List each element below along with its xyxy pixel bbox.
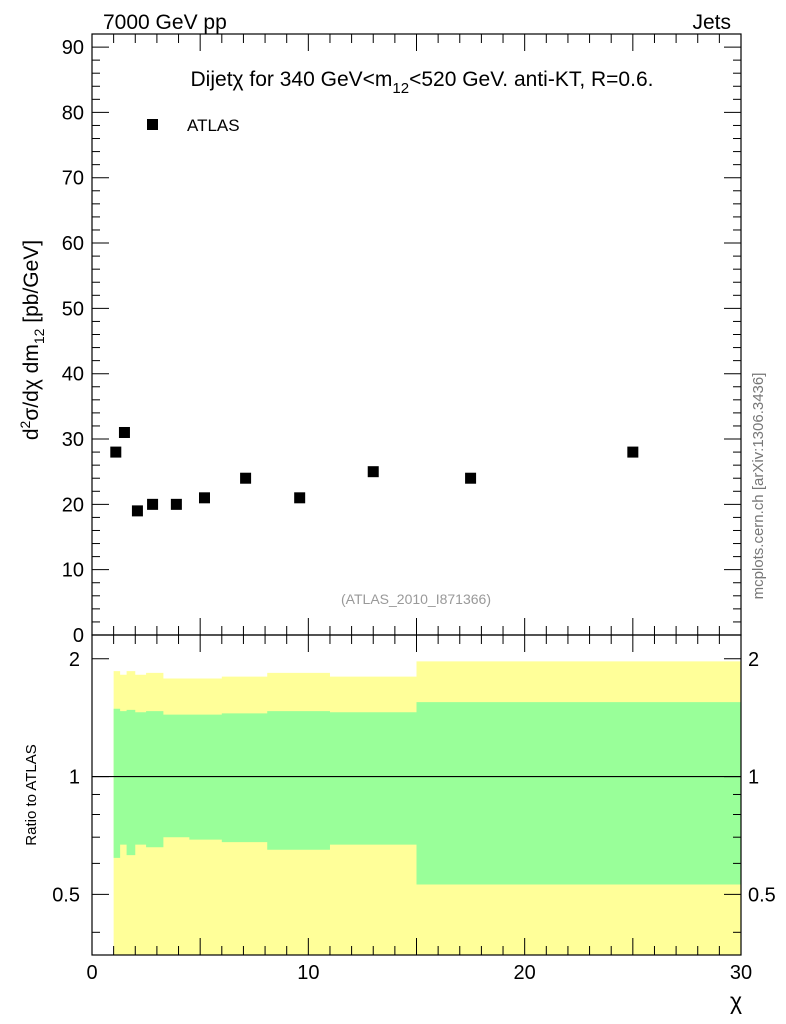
main-ticks: 0 10 20 30 40 50 60 70 80 90 (62, 33, 742, 647)
data-point (465, 472, 477, 484)
main-ylabel-c: [pb/GeV] (20, 240, 43, 329)
x-tick-label: 30 (730, 962, 752, 984)
ratio-ticks: 0.5 0.51 12 20 10 20 30 (52, 635, 776, 984)
data-point (198, 492, 210, 504)
data-point (627, 446, 639, 458)
main-ylabel-sup: 2 (17, 420, 33, 428)
data-point (131, 505, 143, 517)
ratio-ytick-label-right: 2 (748, 649, 759, 671)
analysis-label: (ATLAS_2010_I871366) (341, 591, 491, 607)
ratio-frame (91, 634, 742, 956)
ratio-ytick-label-left: 1 (69, 767, 80, 789)
plot-title-sub: 12 (392, 80, 409, 97)
plot-title-chi: χ (233, 68, 244, 91)
header-left: 7000 GeV pp (103, 11, 227, 34)
ratio-ytick-label-left: 2 (69, 649, 80, 671)
main-ylabel-a: d (20, 428, 43, 440)
ratio-band-inner (113, 702, 742, 885)
ratio-bands (113, 661, 742, 955)
data-point (118, 426, 130, 438)
plot-title-pre: for 340 GeV<m (244, 68, 393, 91)
data-point (294, 492, 306, 504)
x-tick-label: 0 (86, 962, 97, 984)
plot-title: Dijetχ for 340 GeV<m12<520 GeV. anti-KT,… (191, 68, 654, 97)
main-ytick-label: 50 (62, 298, 84, 320)
main-ytick-label: 10 (62, 560, 84, 582)
main-ylabel-b: σ/dχ dm (20, 344, 43, 421)
side-watermark: mcplots.cern.ch [arXiv:1306.3436] (750, 373, 767, 600)
data-point (110, 446, 122, 458)
main-ytick-label: 20 (62, 494, 84, 516)
main-ytick-label: 90 (62, 37, 84, 59)
x-tick-label: 20 (514, 962, 536, 984)
plot-title-post: <520 GeV. anti-KT, R=0.6. (409, 68, 653, 91)
ratio-panel: 0.5 0.51 12 20 10 20 30 Ratio to ATLAS χ (23, 634, 776, 1014)
ratio-ytick-label-right: 1 (748, 767, 759, 789)
main-ytick-label: 70 (62, 168, 84, 190)
main-ylabel: d2σ/dχ dm12 [pb/GeV] (17, 240, 47, 440)
main-ytick-label: 0 (73, 625, 84, 647)
legend-label-atlas: ATLAS (187, 116, 240, 135)
main-panel: 0 10 20 30 40 50 60 70 80 90 Dijetχ for 340 GeV<m… (17, 33, 742, 647)
main-ytick-label: 60 (62, 233, 84, 255)
header-right: Jets (692, 11, 731, 34)
data-point (147, 498, 159, 510)
x-tick-label: 10 (297, 962, 319, 984)
ratio-ytick-label-left: 0.5 (52, 884, 80, 906)
main-ytick-label: 40 (62, 364, 84, 386)
legend-marker (147, 119, 158, 130)
main-ylabel-sub: 12 (31, 328, 47, 344)
ratio-ylabel: Ratio to ATLAS (23, 744, 40, 845)
main-ytick-label: 80 (62, 102, 84, 124)
data-point (240, 472, 252, 484)
x-axis-label: χ (730, 988, 742, 1014)
plot-title-lead: Dijet (191, 68, 233, 91)
main-data-points (110, 426, 639, 517)
data-point (170, 498, 182, 510)
ratio-ytick-label-right: 0.5 (748, 884, 776, 906)
data-point (367, 466, 379, 478)
main-ytick-label: 30 (62, 429, 84, 451)
